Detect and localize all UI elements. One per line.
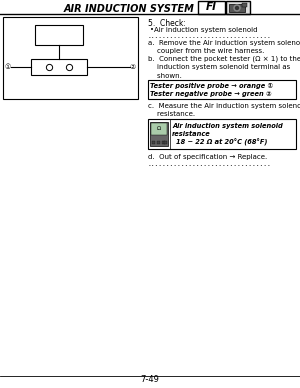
Text: FI: FI [206,2,217,12]
FancyBboxPatch shape [3,17,138,99]
Text: .................................: ................................. [148,162,272,167]
FancyBboxPatch shape [229,4,245,12]
FancyBboxPatch shape [164,141,167,144]
FancyBboxPatch shape [226,1,250,14]
FancyBboxPatch shape [148,80,296,99]
FancyBboxPatch shape [152,141,155,144]
Text: Air induction system solenoid
resistance: Air induction system solenoid resistance [172,123,283,137]
Text: ①: ① [5,64,11,70]
FancyBboxPatch shape [162,141,165,144]
Text: ②: ② [130,64,136,70]
FancyBboxPatch shape [31,59,87,75]
Circle shape [236,7,238,9]
Text: d.  Out of specification → Replace.: d. Out of specification → Replace. [148,154,267,160]
Text: Tester negative probe → green ②: Tester negative probe → green ② [150,91,272,97]
FancyBboxPatch shape [148,119,296,149]
FancyBboxPatch shape [150,122,168,146]
FancyBboxPatch shape [242,3,247,7]
Text: 5.  Check:: 5. Check: [148,19,186,28]
Text: c.  Measure the Air induction system solenoid
    resistance.: c. Measure the Air induction system sole… [148,103,300,117]
Text: 7-49: 7-49 [141,376,159,385]
Text: b.  Connect the pocket tester (Ω × 1) to the Air
    induction system solenoid t: b. Connect the pocket tester (Ω × 1) to … [148,56,300,78]
Text: •Air induction system solenoid: •Air induction system solenoid [150,27,257,33]
Text: AIR INDUCTION SYSTEM: AIR INDUCTION SYSTEM [64,4,195,14]
Text: Tester positive probe → orange ①: Tester positive probe → orange ① [150,83,273,89]
FancyBboxPatch shape [198,1,225,14]
Text: 18 − 22 Ω at 20°C (68°F): 18 − 22 Ω at 20°C (68°F) [176,139,267,146]
Circle shape [234,5,240,11]
Text: .................................: ................................. [148,34,272,39]
FancyBboxPatch shape [151,123,167,135]
Text: a.  Remove the Air induction system solenoid
    coupler from the wire harness.: a. Remove the Air induction system solen… [148,40,300,54]
FancyBboxPatch shape [35,25,83,45]
FancyBboxPatch shape [157,141,160,144]
Text: Ω: Ω [157,126,161,132]
